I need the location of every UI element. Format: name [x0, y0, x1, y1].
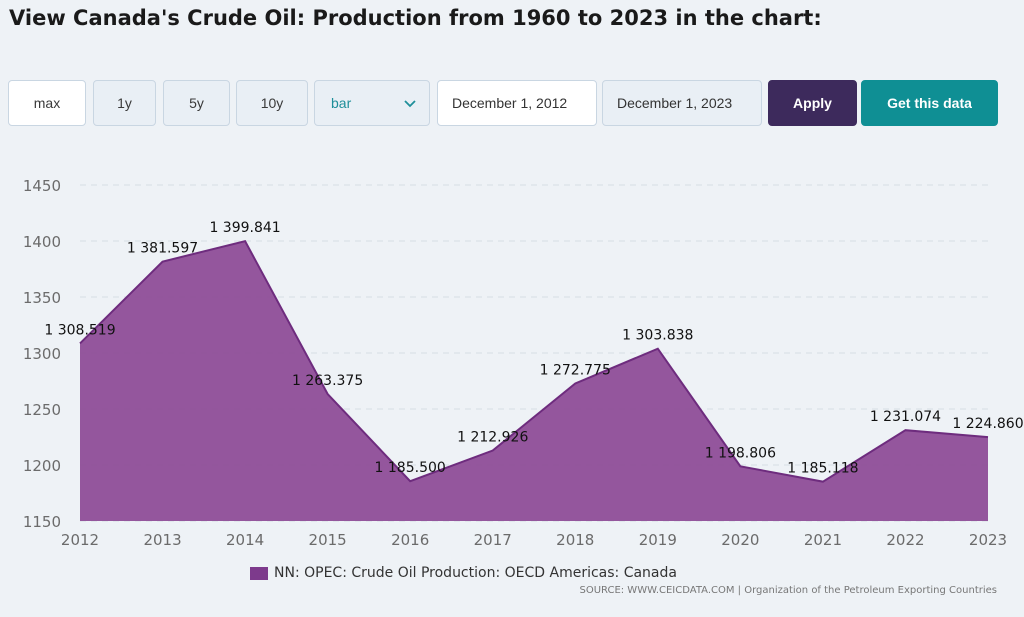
data-label: 1 308.519: [44, 322, 115, 338]
chart-type-value: bar: [331, 95, 352, 111]
range-1y-button[interactable]: 1y: [93, 80, 156, 126]
x-tick-label: 2020: [721, 531, 759, 549]
data-point[interactable]: [655, 346, 661, 352]
y-tick-label: 1450: [23, 177, 61, 195]
chart-legend[interactable]: NN: OPEC: Crude Oil Production: OECD Ame…: [250, 565, 677, 581]
data-point[interactable]: [325, 391, 331, 397]
data-point[interactable]: [77, 340, 83, 346]
data-point[interactable]: [490, 448, 496, 454]
x-tick-label: 2015: [309, 531, 347, 549]
y-tick-label: 1250: [23, 401, 61, 419]
x-tick-label: 2017: [474, 531, 512, 549]
x-tick-label: 2014: [226, 531, 264, 549]
y-tick-label: 1200: [23, 457, 61, 475]
x-tick-label: 2013: [143, 531, 181, 549]
data-label: 1 272.775: [540, 362, 611, 378]
x-tick-label: 2016: [391, 531, 429, 549]
get-data-button[interactable]: Get this data: [861, 80, 998, 126]
data-label: 1 263.375: [292, 373, 363, 389]
chevron-down-icon: [403, 96, 417, 110]
chart-type-select[interactable]: bar: [314, 80, 430, 126]
x-tick-label: 2012: [61, 531, 99, 549]
y-tick-label: 1400: [23, 233, 61, 251]
x-tick-label: 2019: [639, 531, 677, 549]
x-tick-label: 2021: [804, 531, 842, 549]
data-point[interactable]: [242, 238, 248, 244]
source-note: SOURCE: WWW.CEICDATA.COM | Organization …: [579, 585, 997, 596]
data-label: 1 224.860: [952, 416, 1023, 432]
apply-button[interactable]: Apply: [768, 80, 857, 126]
data-point[interactable]: [572, 380, 578, 386]
range-max-button[interactable]: max: [8, 80, 86, 126]
x-tick-label: 2018: [556, 531, 594, 549]
data-label: 1 185.118: [787, 461, 858, 477]
data-label: 1 212.926: [457, 430, 528, 446]
range-10y-button[interactable]: 10y: [236, 80, 308, 126]
data-point[interactable]: [407, 478, 413, 484]
data-label: 1 303.838: [622, 328, 693, 344]
data-label: 1 185.500: [375, 460, 446, 476]
data-point[interactable]: [737, 463, 743, 469]
data-point[interactable]: [160, 259, 166, 265]
range-5y-button[interactable]: 5y: [163, 80, 230, 126]
y-tick-label: 1300: [23, 345, 61, 363]
series-line: [79, 240, 989, 483]
x-tick-label: 2023: [969, 531, 1007, 549]
x-tick-label: 2022: [886, 531, 924, 549]
y-tick-label: 1350: [23, 289, 61, 307]
page-title: View Canada's Crude Oil: Production from…: [9, 6, 822, 30]
data-label: 1 198.806: [705, 445, 776, 461]
data-point[interactable]: [902, 427, 908, 433]
area-fill: [80, 241, 988, 521]
data-point[interactable]: [820, 479, 826, 485]
legend-series-label: NN: OPEC: Crude Oil Production: OECD Ame…: [274, 565, 677, 581]
legend-swatch: [250, 566, 268, 580]
data-point[interactable]: [985, 434, 991, 440]
data-label: 1 399.841: [209, 220, 280, 236]
end-date-input[interactable]: December 1, 2023: [602, 80, 762, 126]
data-label: 1 381.597: [127, 241, 198, 257]
start-date-input[interactable]: December 1, 2012: [437, 80, 597, 126]
y-tick-label: 1150: [23, 513, 61, 531]
data-label: 1 231.074: [870, 409, 941, 425]
